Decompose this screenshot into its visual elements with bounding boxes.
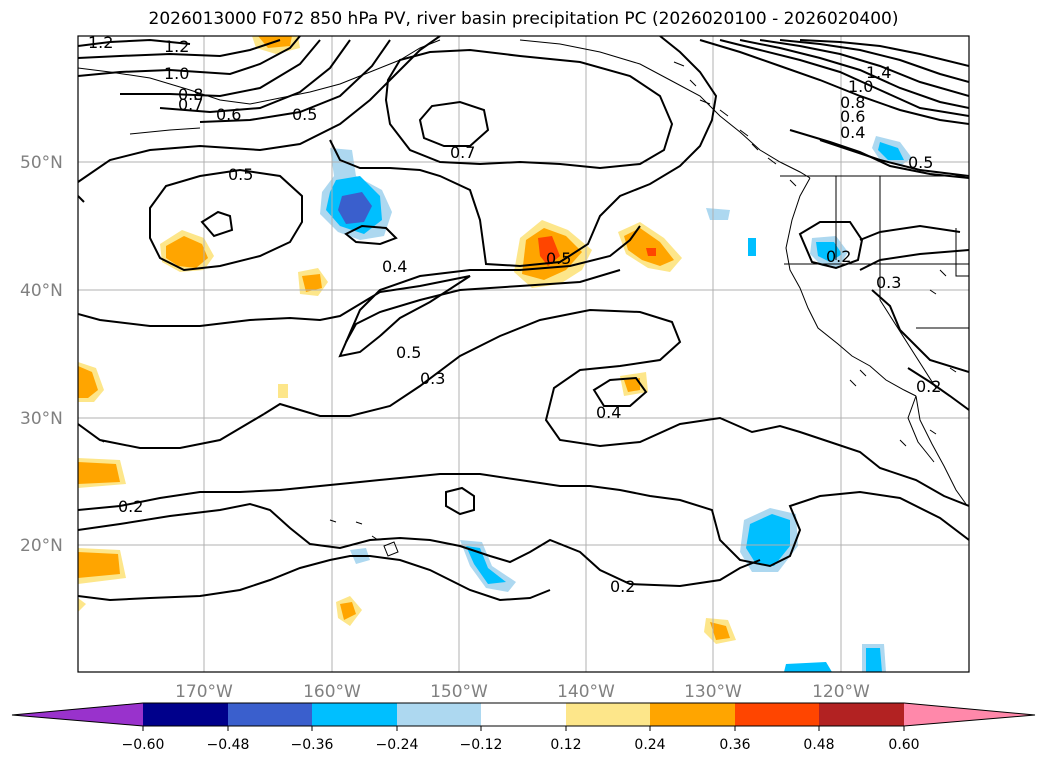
- lat-label-50n: 50°N: [20, 153, 63, 173]
- contour-label: 1.0: [164, 64, 189, 83]
- negative-anomaly-patches: [320, 136, 912, 672]
- colorbar-segment: [481, 703, 566, 726]
- colorbar-tick-label: 0.12: [550, 737, 581, 753]
- lon-label-160w: 160°W: [303, 682, 361, 702]
- contour-label: 0.4: [596, 403, 621, 422]
- map-frame: [77, 35, 970, 673]
- colorbar-segment: [819, 703, 904, 726]
- colorbar-tick-label: 0.24: [634, 737, 665, 753]
- latitude-labels: 50°N 40°N 30°N 20°N: [20, 153, 63, 556]
- colorbar-segment: [397, 703, 481, 726]
- colorbar-segment: [735, 703, 819, 726]
- colorbar-tick-label: 0.60: [888, 737, 919, 753]
- contour-label: 0.7: [450, 143, 475, 162]
- lon-label-170w: 170°W: [175, 682, 233, 702]
- colorbar-tick-label: −0.36: [291, 737, 334, 753]
- contour-labels: 1.2 1.2 1.0 0.8 0.7 0.6 0.5 0.5 0.7 0.4 …: [88, 33, 941, 596]
- lon-label-130w: 130°W: [684, 682, 742, 702]
- contour-label: 0.5: [546, 249, 571, 268]
- lat-label-40n: 40°N: [20, 281, 63, 301]
- contour-label: 0.3: [876, 273, 901, 292]
- contour-label: 0.4: [840, 123, 865, 142]
- lon-label-140w: 140°W: [557, 682, 615, 702]
- pv-contours: [78, 36, 969, 602]
- contour-label: 0.5: [396, 343, 421, 362]
- contour-label: 0.3: [420, 369, 445, 388]
- colorbar-segment: [312, 703, 397, 726]
- lon-label-150w: 150°W: [430, 682, 488, 702]
- contour-label: 1.4: [866, 63, 891, 82]
- lon-label-120w: 120°W: [812, 682, 870, 702]
- colorbar-tick-label: −0.48: [207, 737, 250, 753]
- colorbar-tick-label: −0.24: [376, 737, 419, 753]
- contour-label: 0.5: [292, 105, 317, 124]
- contour-label: 0.5: [908, 153, 933, 172]
- contour-label: 0.2: [826, 247, 851, 266]
- contour-label: 0.5: [228, 165, 253, 184]
- colorbar-tick-label: 0.48: [803, 737, 834, 753]
- contour-label: 1.2: [88, 33, 113, 52]
- contour-label: 0.2: [916, 377, 941, 396]
- colorbar-tick-label: −0.12: [460, 737, 503, 753]
- colorbar-segment: [650, 703, 735, 726]
- contour-label: 1.2: [164, 37, 189, 56]
- colorbar-segment: [143, 703, 228, 726]
- contour-label: 1.0: [848, 77, 873, 96]
- colorbar-extend-high: [904, 703, 1035, 726]
- colorbar-tick-label: −0.60: [122, 737, 165, 753]
- contour-label: 0.4: [382, 257, 407, 276]
- colorbar: −0.60 −0.48 −0.36 −0.24 −0.12 0.12 0.24 …: [11, 702, 1036, 753]
- lat-label-30n: 30°N: [20, 409, 63, 429]
- map-area: [78, 36, 969, 672]
- contour-label: 0.6: [840, 107, 865, 126]
- contour-label: 0.8: [840, 93, 865, 112]
- contour-label: 0.6: [216, 105, 241, 124]
- contour-label: 0.2: [610, 577, 635, 596]
- longitude-labels: 170°W 160°W 150°W 140°W 130°W 120°W: [175, 682, 870, 702]
- colorbar-tick-label: 0.36: [719, 737, 750, 753]
- contour-label: 0.2: [118, 497, 143, 516]
- lat-label-20n: 20°N: [20, 536, 63, 556]
- colorbar-segment: [566, 703, 650, 726]
- contour-label: 0.7: [178, 95, 203, 114]
- map-title: 2026013000 F072 850 hPa PV, river basin …: [148, 9, 899, 29]
- colorbar-segment: [228, 703, 312, 726]
- contour-label: 0.8: [178, 85, 203, 104]
- colorbar-extend-low: [12, 703, 143, 726]
